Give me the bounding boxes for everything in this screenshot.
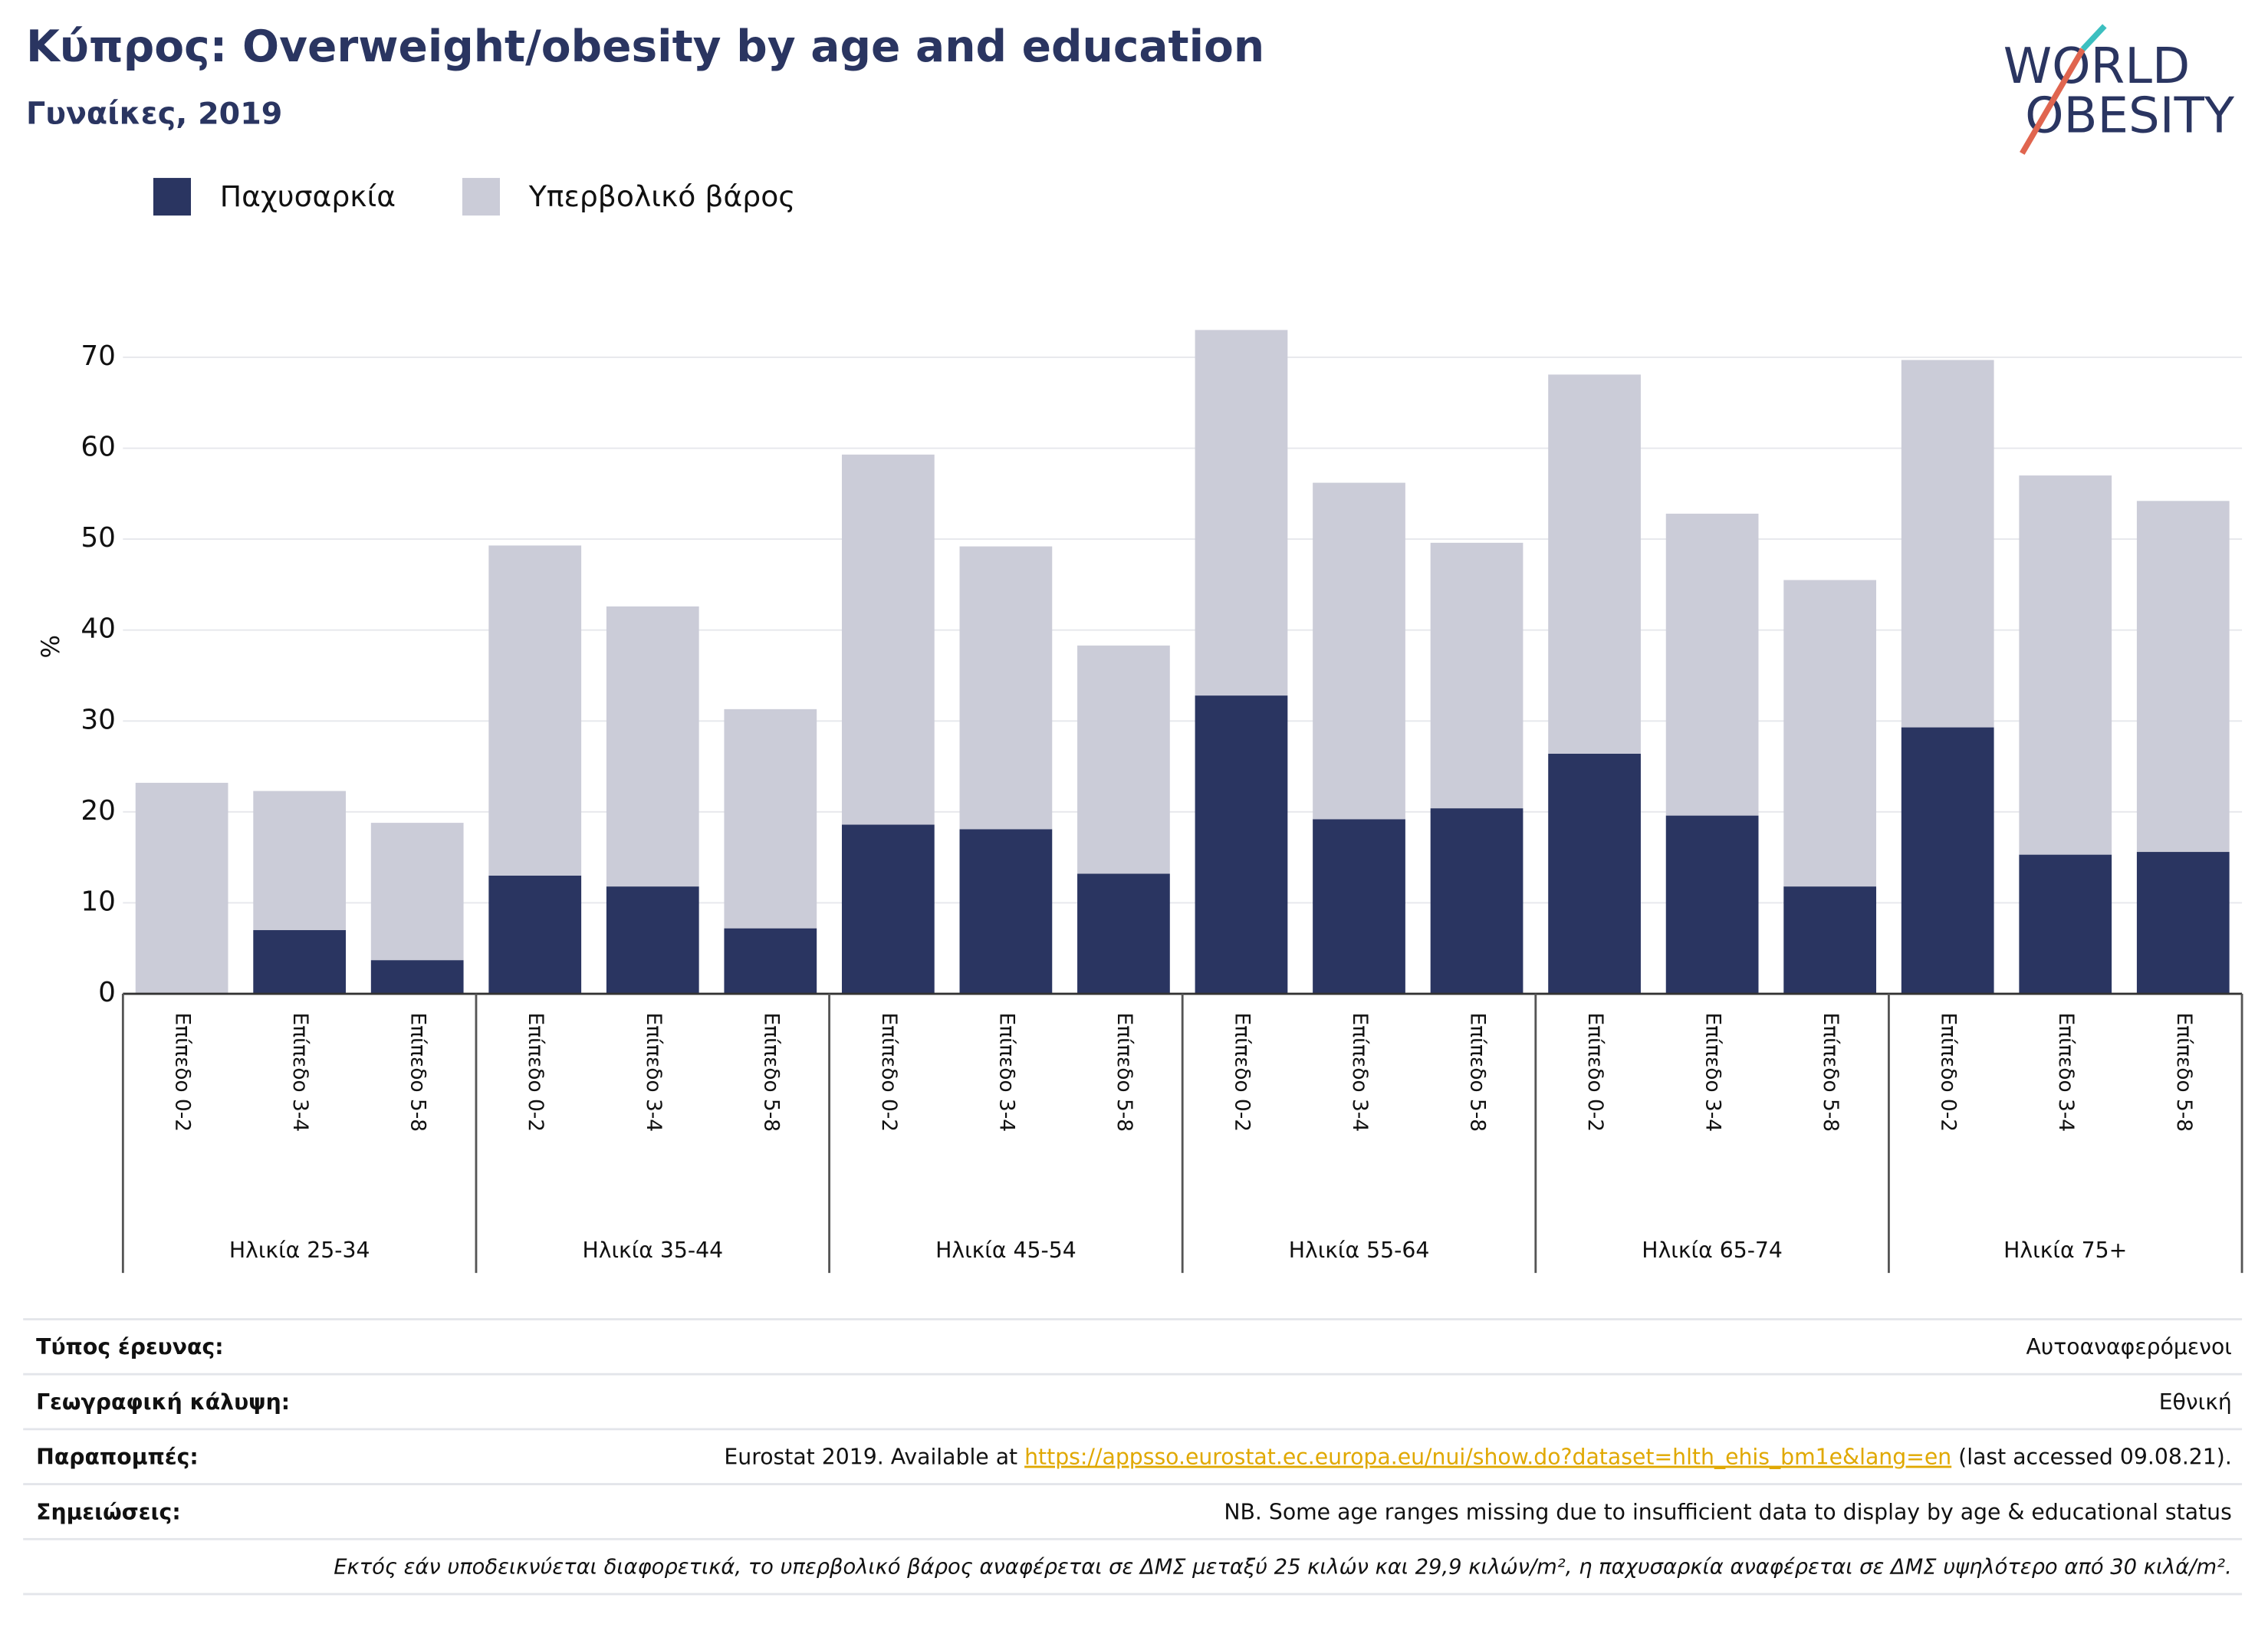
legend-swatch bbox=[153, 178, 192, 216]
value-text: Eurostat 2019. Available at bbox=[724, 1445, 1024, 1470]
x-tick-label: Επίπεδο 0-2 bbox=[1230, 1013, 1254, 1133]
row-value: NB. Some age ranges missing due to insuf… bbox=[1224, 1499, 2231, 1524]
bar-segment bbox=[1901, 727, 1994, 995]
x-tick-label: Επίπεδο 3-4 bbox=[1348, 1013, 1372, 1133]
x-tick-label: Επίπεδο 5-8 bbox=[1113, 1013, 1136, 1133]
group-label: Ηλικία 35-44 bbox=[582, 1238, 723, 1263]
bar-segment bbox=[488, 875, 582, 995]
y-tick-label: 50 bbox=[81, 522, 116, 554]
bar-segment bbox=[1430, 808, 1524, 995]
logo-text: WORLD bbox=[2003, 38, 2191, 95]
logo-stripe bbox=[2020, 48, 2086, 155]
bar-segment bbox=[1548, 374, 1641, 754]
bar-segment bbox=[488, 545, 582, 876]
bar-segment bbox=[1665, 513, 1759, 816]
bar-segment bbox=[1430, 542, 1524, 809]
bar-segment bbox=[959, 546, 1053, 830]
logo-stripe bbox=[2080, 24, 2107, 51]
group-label: Ηλικία 25-34 bbox=[229, 1238, 370, 1263]
bar-segment bbox=[1077, 645, 1170, 874]
y-tick-label: 70 bbox=[81, 340, 116, 372]
bar-segment bbox=[841, 824, 935, 995]
bar-segment bbox=[606, 886, 699, 995]
chart-subtitle: Γυναίκες, 2019 bbox=[26, 96, 282, 131]
value-text: (last accessed 09.08.21). bbox=[1951, 1445, 2232, 1470]
row-value: Αυτοαναφερόμενοι bbox=[2026, 1334, 2232, 1359]
bar-segment bbox=[1548, 753, 1641, 995]
x-tick-label: Επίπεδο 0-2 bbox=[1937, 1013, 1961, 1133]
x-tick-label: Επίπεδο 3-4 bbox=[288, 1013, 312, 1133]
bar-segment bbox=[1195, 330, 1288, 696]
row-label: Γεωγραφική κάλυψη: bbox=[36, 1389, 290, 1415]
bar-segment bbox=[2136, 501, 2230, 853]
group-label: Ηλικία 45-54 bbox=[935, 1238, 1076, 1263]
x-tick-label: Επίπεδο 3-4 bbox=[642, 1013, 666, 1133]
bar-segment bbox=[2136, 852, 2230, 995]
bar-segment bbox=[370, 960, 464, 995]
bar-segment bbox=[1665, 815, 1759, 995]
x-tick-label: Επίπεδο 3-4 bbox=[994, 1013, 1018, 1133]
bar-segment bbox=[135, 782, 228, 995]
x-tick-label: Επίπεδο 0-2 bbox=[877, 1013, 901, 1133]
bar-segment bbox=[2019, 475, 2112, 855]
bar-segment bbox=[1313, 819, 1405, 995]
bar-segment bbox=[841, 454, 935, 825]
bar-segment bbox=[1313, 482, 1405, 820]
bar-segment bbox=[1195, 695, 1288, 995]
bar-segment bbox=[1783, 580, 1877, 887]
row-label: Σημειώσεις: bbox=[36, 1499, 180, 1524]
bar-segment bbox=[1901, 360, 1994, 728]
x-tick-label: Επίπεδο 5-8 bbox=[2172, 1013, 2196, 1133]
x-tick-label: Επίπεδο 0-2 bbox=[171, 1013, 195, 1133]
bar-segment bbox=[724, 709, 817, 929]
x-tick-label: Επίπεδο 3-4 bbox=[2054, 1013, 2078, 1133]
row-value: Eurostat 2019. Available at https://apps… bbox=[724, 1445, 2231, 1470]
bar-segment bbox=[1783, 886, 1877, 995]
x-tick-label: Επίπεδο 0-2 bbox=[524, 1013, 547, 1133]
x-tick-label: Επίπεδο 5-8 bbox=[1466, 1013, 1490, 1133]
row-label: Παραπομπές: bbox=[36, 1445, 199, 1470]
y-tick-label: 30 bbox=[81, 704, 116, 735]
reference-link[interactable]: https://appsso.eurostat.ec.europa.eu/nui… bbox=[1024, 1445, 1951, 1470]
y-axis-label: % bbox=[36, 635, 65, 658]
x-tick-label: Επίπεδο 5-8 bbox=[1819, 1013, 1842, 1133]
y-tick-label: 0 bbox=[98, 977, 116, 1008]
row-value: Εθνική bbox=[2159, 1389, 2232, 1415]
y-tick-label: 20 bbox=[81, 795, 116, 827]
bar-segment bbox=[253, 930, 347, 995]
bar-segment bbox=[370, 823, 464, 961]
row-label: Τύπος έρευνας: bbox=[36, 1334, 223, 1359]
x-tick-label: Επίπεδο 5-8 bbox=[406, 1013, 430, 1133]
legend-label: Υπερβολικό βάρος bbox=[528, 179, 796, 213]
y-tick-label: 40 bbox=[81, 613, 116, 645]
legend-label: Παχυσαρκία bbox=[220, 179, 396, 213]
footnote: Εκτός εάν υποδεικνύεται διαφορετικά, το … bbox=[334, 1555, 2232, 1579]
group-label: Ηλικία 65-74 bbox=[1642, 1238, 1783, 1263]
logo-text: OBESITY bbox=[2025, 87, 2235, 144]
bar-segment bbox=[2019, 854, 2112, 995]
bar-segment bbox=[959, 829, 1053, 995]
group-label: Ηλικία 55-64 bbox=[1289, 1238, 1430, 1263]
chart-title: Κύπρος: Overweight/obesity by age and ed… bbox=[26, 21, 1264, 72]
bar-segment bbox=[606, 606, 699, 887]
x-tick-label: Επίπεδο 5-8 bbox=[759, 1013, 783, 1133]
bar-segment bbox=[253, 791, 347, 931]
y-tick-label: 10 bbox=[81, 886, 116, 917]
x-tick-label: Επίπεδο 3-4 bbox=[1701, 1013, 1725, 1133]
bar-segment bbox=[724, 928, 817, 995]
x-tick-label: Επίπεδο 0-2 bbox=[1583, 1013, 1607, 1133]
bar-segment bbox=[1077, 873, 1170, 995]
y-tick-label: 60 bbox=[81, 432, 116, 463]
group-label: Ηλικία 75+ bbox=[2003, 1238, 2127, 1263]
legend-swatch bbox=[462, 178, 500, 216]
